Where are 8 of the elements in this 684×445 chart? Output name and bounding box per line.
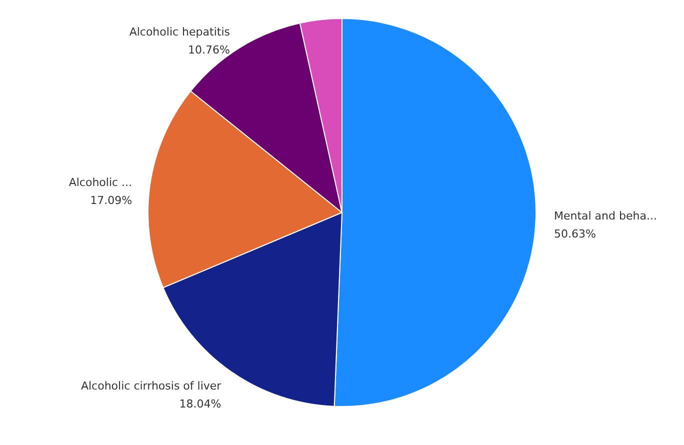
slice-label: Mental and beha... xyxy=(554,210,657,223)
slice-label: Alcoholic ... xyxy=(68,176,132,190)
slice-label: Alcoholic cirrhosis of liver xyxy=(80,380,222,393)
data-label: 50.63% xyxy=(554,228,596,241)
data-label: 18.04% xyxy=(179,398,222,411)
slice-label: Alcoholic hepatitis xyxy=(129,26,230,39)
data-label: 10.76% xyxy=(188,44,230,57)
data-label: 17.09% xyxy=(90,194,132,208)
